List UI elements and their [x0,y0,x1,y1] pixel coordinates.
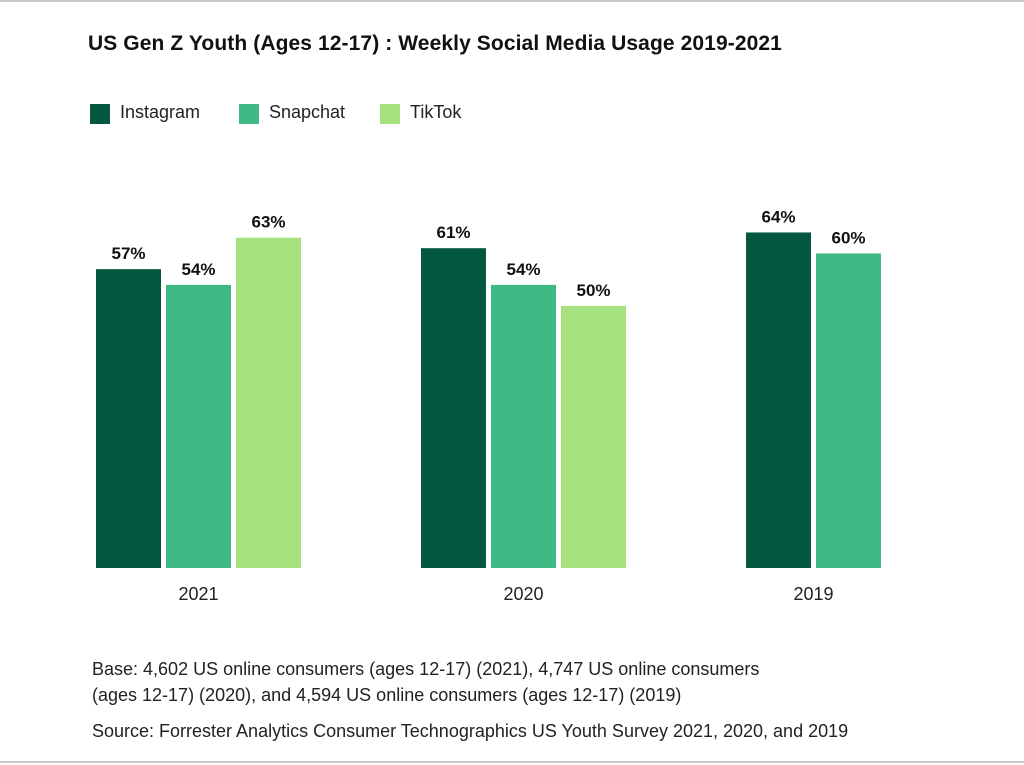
legend-label-instagram: Instagram [120,102,201,122]
bar-instagram-2019 [746,232,811,568]
data-label-instagram-2021: 57% [111,244,145,263]
category-label-2020: 2020 [503,584,543,604]
tiktok-swatch-icon [380,104,400,124]
data-label-snapchat-2019: 60% [831,228,865,247]
top-border [0,0,1024,2]
data-label-instagram-2019: 64% [761,207,795,226]
base-note-line-1: Base: 4,602 US online consumers (ages 12… [92,659,760,679]
legend-label-tiktok: TikTok [410,102,462,122]
bar-group-2021: 57% 54% 63% 2021 [96,213,301,604]
category-label-2019: 2019 [793,584,833,604]
bar-group-2019: 64% 60% 2019 [746,207,881,604]
data-label-snapchat-2021: 54% [181,260,215,279]
bar-snapchat-2021 [166,284,231,568]
bar-tiktok-2020 [561,305,626,568]
instagram-swatch-icon [90,104,110,124]
category-label-2021: 2021 [178,584,218,604]
snapchat-swatch-icon [239,104,259,124]
bar-tiktok-2021 [236,237,301,568]
bar-instagram-2020 [421,248,486,568]
bar-chart: 57% 54% 63% 2021 61% 54% 50% 2020 64% 60% 2019 [96,207,881,604]
source-note: Source: Forrester Analytics Consumer Tec… [92,721,849,741]
data-label-snapchat-2020: 54% [506,260,540,279]
data-label-tiktok-2020: 50% [576,281,610,300]
chart-notes: Base: 4,602 US online consumers (ages 12… [92,656,992,744]
bar-snapchat-2019 [816,253,881,568]
base-note-line-2: (ages 12-17) (2020), and 4,594 US online… [92,685,682,705]
bar-instagram-2021 [96,269,161,568]
bottom-border [0,761,1024,763]
data-label-instagram-2020: 61% [436,223,470,242]
bar-group-2020: 61% 54% 50% 2020 [421,223,626,604]
chart-title: US Gen Z Youth (Ages 12-17) : Weekly Soc… [88,32,782,55]
legend-label-snapchat: Snapchat [269,102,346,122]
data-label-tiktok-2021: 63% [251,213,285,232]
bar-snapchat-2020 [491,284,556,568]
